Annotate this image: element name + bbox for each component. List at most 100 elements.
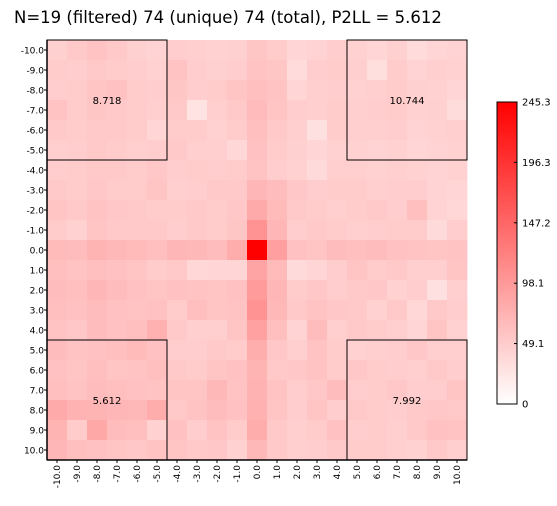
heatmap-cell <box>387 320 408 341</box>
heatmap-cell <box>207 240 228 261</box>
heatmap-cell <box>427 180 448 201</box>
heatmap-cell <box>107 260 128 281</box>
heatmap-cell <box>247 280 268 301</box>
heatmap-cell <box>427 120 448 141</box>
heatmap-cell <box>287 420 308 441</box>
heatmap-cell <box>227 120 248 141</box>
y-tick-label: -1.0 <box>26 227 44 237</box>
heatmap-cell <box>67 200 88 221</box>
heatmap-cell <box>207 400 228 421</box>
heatmap-cell <box>307 80 328 101</box>
heatmap-cell <box>47 420 68 441</box>
heatmap-cell <box>347 380 368 401</box>
heatmap-cell <box>127 120 148 141</box>
heatmap-cell <box>107 320 128 341</box>
heatmap-cell <box>47 320 68 341</box>
heatmap-cell <box>347 200 368 221</box>
heatmap-cell <box>147 260 168 281</box>
heatmap-cell <box>307 60 328 81</box>
heatmap-cell <box>387 440 408 461</box>
heatmap-cell <box>107 440 128 461</box>
heatmap-cell <box>207 220 228 241</box>
heatmap-cell <box>127 420 148 441</box>
heatmap-cell <box>47 280 68 301</box>
heatmap-cell <box>327 140 348 161</box>
heatmap-cell <box>307 340 328 361</box>
heatmap-cell <box>327 380 348 401</box>
x-tick-label: -8.0 <box>93 465 103 483</box>
heatmap-cell <box>307 420 328 441</box>
y-tick-label: 9.0 <box>30 427 45 437</box>
heatmap-cell <box>107 80 128 101</box>
heatmap-cell <box>107 220 128 241</box>
heatmap-cell <box>227 40 248 61</box>
heatmap-cell <box>87 260 108 281</box>
colorbar-tick-label: 49.1 <box>522 339 544 350</box>
heatmap-cell <box>67 440 88 461</box>
heatmap-cell <box>87 160 108 181</box>
heatmap-cell <box>107 160 128 181</box>
heatmap-cell <box>327 340 348 361</box>
heatmap-cell <box>327 60 348 81</box>
heatmap-cell <box>47 100 68 121</box>
heatmap-cell <box>327 240 348 261</box>
heatmap-cell <box>227 300 248 321</box>
heatmap-cell <box>367 40 388 61</box>
heatmap-cell <box>207 340 228 361</box>
heatmap-cell <box>367 420 388 441</box>
heatmap-cell <box>227 420 248 441</box>
heatmap-cell <box>127 240 148 261</box>
heatmap-cell <box>407 180 428 201</box>
heatmap-cell <box>427 60 448 81</box>
x-tick-label: 5.0 <box>353 465 363 480</box>
heatmap-cell <box>47 160 68 181</box>
heatmap-cell <box>407 360 428 381</box>
heatmap-cell <box>207 40 228 61</box>
heatmap-cell <box>347 100 368 121</box>
y-tick-label: 8.0 <box>30 407 45 417</box>
quadrant-box <box>346 39 468 161</box>
heatmap-cell <box>407 40 428 61</box>
heatmap-cell <box>387 340 408 361</box>
heatmap-cell <box>87 280 108 301</box>
heatmap-cell <box>67 420 88 441</box>
heatmap-cell <box>327 120 348 141</box>
heatmap-cell <box>187 60 208 81</box>
heatmap-cell <box>267 180 288 201</box>
heatmap-cell <box>347 80 368 101</box>
heatmap-cell <box>127 400 148 421</box>
x-tick-label: -4.0 <box>173 465 183 483</box>
heatmap-cell <box>87 200 108 221</box>
x-tick-label: -9.0 <box>73 465 83 483</box>
heatmap-cell <box>387 160 408 181</box>
heatmap-cell <box>147 220 168 241</box>
heatmap-cell <box>367 100 388 121</box>
heatmap-cell <box>67 180 88 201</box>
heatmap-cell <box>247 80 268 101</box>
y-tick-label: -7.0 <box>26 107 44 117</box>
heatmap-cell <box>167 340 188 361</box>
heatmap-cell <box>247 300 268 321</box>
heatmap-cell <box>447 60 468 81</box>
heatmap-cell <box>387 300 408 321</box>
heatmap-cell <box>167 100 188 121</box>
heatmap-cell <box>207 200 228 221</box>
heatmap-cell <box>147 200 168 221</box>
heatmap-cell <box>207 300 228 321</box>
heatmap-cell <box>347 60 368 81</box>
heatmap-cell <box>207 80 228 101</box>
heatmap-cell <box>67 380 88 401</box>
heatmap-cell <box>427 80 448 101</box>
heatmap-cell <box>147 80 168 101</box>
y-tick-label: 6.0 <box>30 367 45 377</box>
x-tick-label: -3.0 <box>193 465 203 483</box>
heatmap-cell <box>207 180 228 201</box>
y-tick-label: -9.0 <box>26 67 44 77</box>
heatmap-cell <box>307 320 328 341</box>
heatmap-cell <box>407 220 428 241</box>
heatmap-cell <box>167 60 188 81</box>
heatmap-cell <box>187 280 208 301</box>
heatmap-cell <box>387 240 408 261</box>
heatmap-cell <box>47 60 68 81</box>
y-tick-label: -6.0 <box>26 127 44 137</box>
